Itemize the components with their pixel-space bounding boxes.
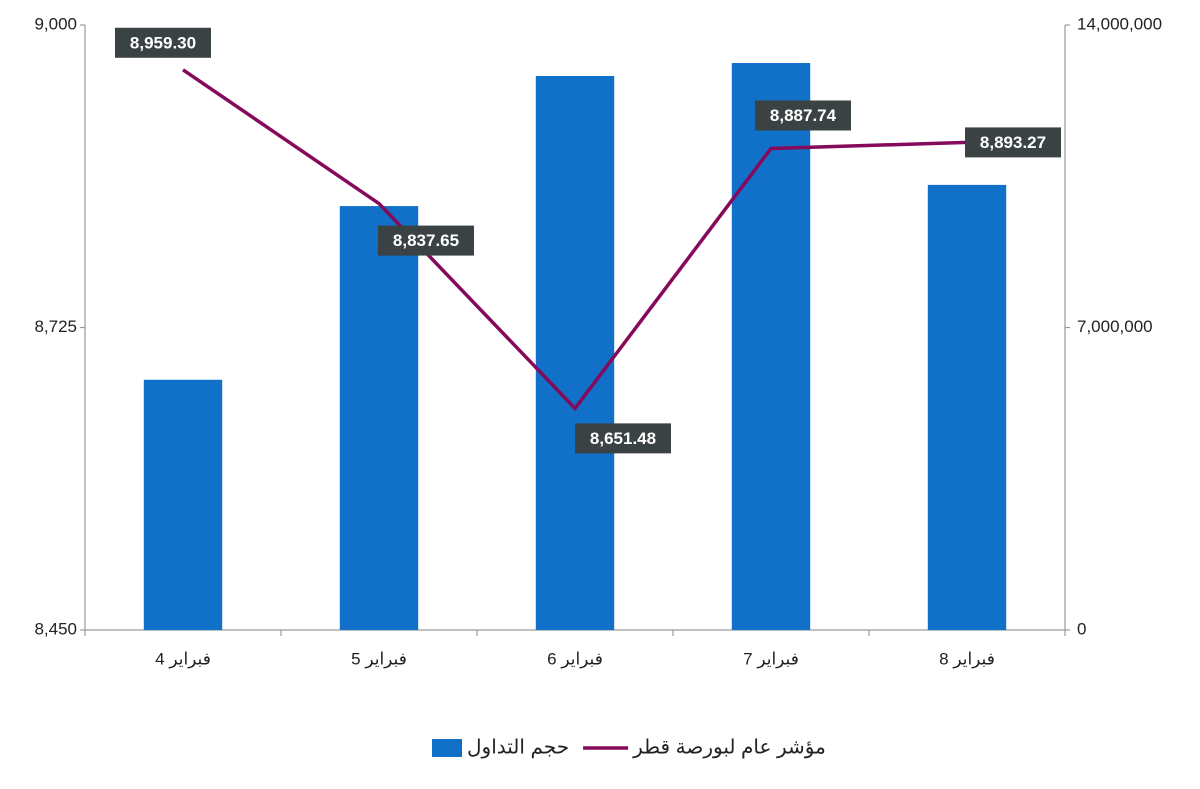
data-label: 8,837.65: [378, 225, 474, 256]
line: [182, 68, 968, 412]
y2-tick-label: 14,000,000: [1077, 14, 1162, 33]
bar: [339, 206, 419, 630]
data-label-text: 8,893.27: [980, 133, 1046, 152]
data-label-text: 8,959.30: [130, 33, 196, 52]
x-tick-label: 8 فبراير: [939, 649, 995, 668]
data-label: 8,893.27: [965, 127, 1061, 158]
bar: [143, 379, 223, 630]
y-tick-label: 8,450: [34, 619, 77, 638]
y2-tick-label: 0: [1077, 619, 1086, 638]
data-label: 8,651.48: [575, 423, 671, 454]
legend-swatch: [432, 739, 462, 757]
y-tick-label: 8,725: [34, 317, 77, 336]
x-tick-label: 7 فبراير: [743, 649, 799, 668]
legend-label: مؤشر عام لبورصة قطر: [632, 736, 826, 758]
bar: [535, 75, 615, 630]
data-label-text: 8,837.65: [393, 231, 459, 250]
data-label: 8,959.30: [115, 27, 211, 58]
y2-tick-label: 7,000,000: [1077, 317, 1153, 336]
x-tick-label: 5 فبراير: [351, 649, 407, 668]
data-label-text: 8,887.74: [770, 106, 837, 125]
data-label-box: [965, 127, 1061, 158]
data-label-text: 8,651.48: [590, 429, 656, 448]
x-tick-label: 4 فبراير: [155, 649, 211, 668]
data-label-box: [378, 225, 474, 256]
legend-label: حجم التداول: [467, 736, 569, 758]
y-tick-label: 9,000: [34, 14, 77, 33]
x-tick-label: 6 فبراير: [547, 649, 603, 668]
data-label-box: [755, 100, 851, 131]
data-label-box: [575, 423, 671, 454]
bar: [731, 63, 811, 631]
data-label: 8,887.74: [755, 100, 851, 131]
bar: [927, 184, 1007, 630]
data-label-box: [115, 27, 211, 58]
